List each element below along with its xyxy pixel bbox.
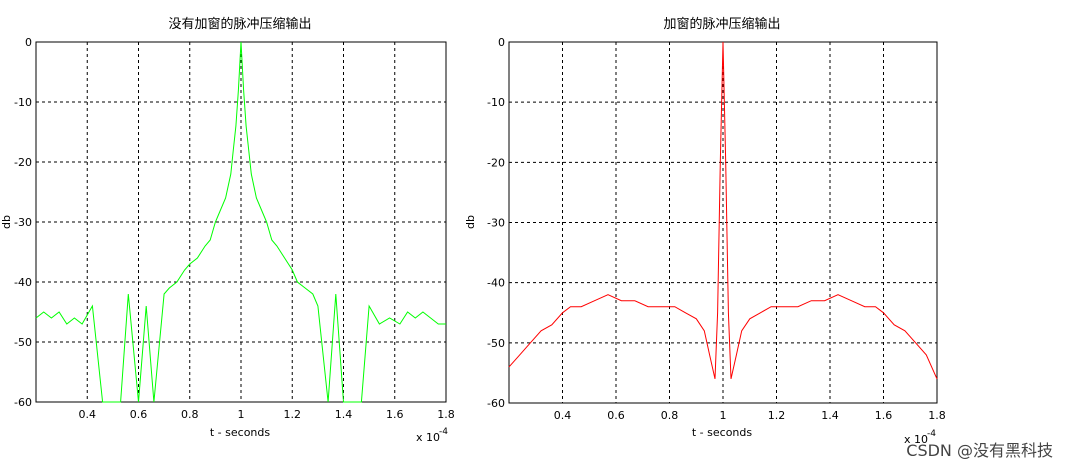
chart-right-grid (509, 42, 937, 403)
chart-left-yticks: 0 -10 -20 -30 -40 -50 -60 (14, 36, 32, 409)
watermark: CSDN @没有黑科技 (906, 441, 1053, 460)
chart-left-x-multiplier: x 10 (416, 431, 440, 444)
chart-right-yticks: 0 -10 -20 -30 -40 -50 -60 (487, 36, 505, 410)
right-xtick-label: 1 (720, 409, 727, 422)
left-xtick-label: 1.2 (284, 408, 302, 421)
right-ytick-label: -30 (487, 217, 505, 230)
left-ytick-label: -40 (14, 276, 32, 289)
right-xtick-label: 0.6 (607, 409, 625, 422)
chart-right: 加窗的脉冲压缩输出 0 -10 -20 -30 -40 -50 -60 0.4 0.6 0.8 1… (464, 16, 946, 446)
left-ytick-label: -10 (14, 96, 32, 109)
left-xtick-label: 0.4 (79, 408, 97, 421)
chart-left-grid (36, 42, 446, 402)
right-xtick-label: 1.6 (875, 409, 893, 422)
chart-right-x-exponent: -4 (927, 429, 936, 439)
chart-right-series-line (508, 41, 938, 380)
left-xtick-label: 1.4 (335, 408, 353, 421)
chart-right-x-multiplier: x 10 (904, 433, 928, 446)
chart-right-title: 加窗的脉冲压缩输出 (663, 16, 780, 32)
left-ytick-label: -20 (14, 156, 32, 169)
left-xtick-label: 1.8 (437, 408, 455, 421)
chart-left: 没有加窗的脉冲压缩输出 0-10-20-30-40-50-60 0.4 0.6 0.… (0, 16, 455, 444)
chart-right-xticks: 0.4 0.6 0.8 1 1.2 1.4 1.6 1.8 (554, 409, 946, 422)
chart-left-x-exponent: -4 (439, 427, 448, 437)
chart-right-ylabel: db (464, 215, 477, 229)
left-ytick-label: -30 (14, 216, 32, 229)
left-ytick-label: -60 (14, 396, 32, 409)
right-ytick-label: -10 (487, 96, 505, 109)
right-xtick-label: 1.4 (821, 409, 839, 422)
right-xtick-label: 1.2 (768, 409, 786, 422)
chart-left-title: 没有加窗的脉冲压缩输出 (168, 16, 311, 32)
left-xtick-label: 1.6 (386, 408, 404, 421)
chart-left-series-line (35, 41, 446, 403)
left-xtick-label: 1 (238, 408, 245, 421)
left-ytick-label: -50 (14, 336, 32, 349)
chart-left-ylabel: db (0, 215, 13, 229)
right-ytick-label: -20 (487, 156, 505, 169)
chart-left-xticks: 0.4 0.6 0.8 1 1.2 1.4 1.6 1.8 (79, 408, 455, 421)
left-xtick-label: 0.6 (130, 408, 148, 421)
left-xtick-label: 0.8 (181, 408, 199, 421)
right-xtick-label: 0.4 (554, 409, 572, 422)
right-ytick-label: -60 (487, 397, 505, 410)
left-ytick-label: 0 (25, 36, 32, 49)
right-xtick-label: 1.8 (928, 409, 946, 422)
chart-right-xlabel: t - seconds (692, 426, 753, 439)
right-ytick-label: 0 (498, 36, 505, 49)
right-ytick-label: -40 (487, 277, 505, 290)
chart-left-xlabel: t - seconds (210, 426, 271, 439)
right-ytick-label: -50 (487, 337, 505, 350)
right-xtick-label: 0.8 (661, 409, 679, 422)
